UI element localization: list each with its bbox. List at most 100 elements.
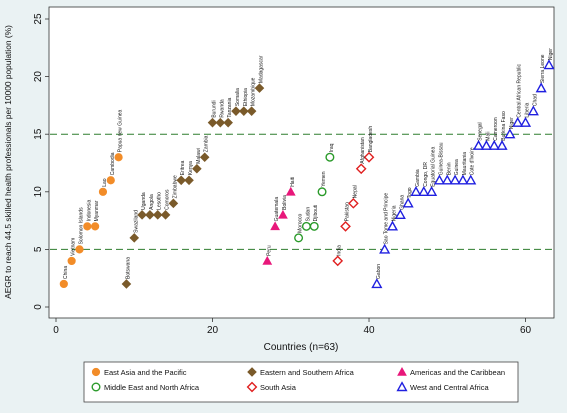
point-label: Lao xyxy=(102,178,108,187)
data-point xyxy=(91,222,100,231)
data-point xyxy=(270,221,280,231)
data-point xyxy=(67,256,76,266)
axes-group: 0 5 10 15 20 25 0 20 40 60 xyxy=(33,13,532,336)
data-point xyxy=(480,139,492,150)
data-point xyxy=(449,174,461,185)
point-label: Mozambique xyxy=(251,77,257,106)
data-point xyxy=(426,185,438,196)
point-label: Gabon xyxy=(376,264,382,279)
data-point xyxy=(488,139,500,150)
point-label: Solomon Islands xyxy=(78,207,84,244)
data-point xyxy=(75,245,84,254)
data-point xyxy=(363,151,375,163)
point-label: Gambia xyxy=(415,169,421,187)
legend-marker xyxy=(91,382,101,392)
data-point xyxy=(371,278,383,289)
point-label: Guinea xyxy=(454,159,460,175)
data-point xyxy=(340,221,351,232)
x-tick-label: 40 xyxy=(363,325,375,336)
point-label: Chad xyxy=(532,94,538,106)
legend-label: South Asia xyxy=(260,383,297,392)
point-label: Afghanistan xyxy=(360,137,366,164)
point-label: Yemen xyxy=(321,171,327,187)
point-label: Lesotho xyxy=(157,192,163,210)
y-tick-label: 0 xyxy=(33,304,44,310)
point-label: Djibouti xyxy=(313,205,319,222)
point-label: Vietnam xyxy=(71,238,77,256)
data-point xyxy=(418,185,430,196)
point-label: Madagascar xyxy=(258,55,264,83)
data-point xyxy=(325,152,335,162)
point-label: Bangladesh xyxy=(368,126,374,153)
data-point xyxy=(215,117,226,128)
legend-label: West and Central Africa xyxy=(410,383,489,392)
point-label: Zambia xyxy=(204,135,210,152)
data-point xyxy=(519,116,532,127)
data-point xyxy=(496,139,508,150)
legend-marker xyxy=(246,381,258,393)
point-label: Ethiopia xyxy=(243,88,249,106)
point-label: Cameroon xyxy=(493,117,499,141)
legend-marker xyxy=(247,367,257,377)
point-label: Iraq xyxy=(329,143,335,152)
data-point xyxy=(223,117,233,128)
point-label: Malawi xyxy=(196,148,202,164)
point-label: Guatemala xyxy=(274,197,280,222)
data-point xyxy=(199,152,210,163)
point-label: Somalia xyxy=(235,88,241,106)
data-point xyxy=(285,186,296,196)
point-label: Senegal xyxy=(478,122,484,140)
data-point xyxy=(457,174,469,185)
y-tick-label: 10 xyxy=(33,186,44,198)
data-point xyxy=(317,187,327,197)
data-point xyxy=(160,210,171,220)
data-point xyxy=(152,210,163,220)
data-point xyxy=(527,105,539,116)
data-point xyxy=(512,116,524,127)
data-point xyxy=(394,209,406,220)
point-label: Burundi xyxy=(212,100,218,117)
point-label: Zimbabwe xyxy=(172,175,178,198)
point-label: Benin xyxy=(446,162,452,175)
data-point xyxy=(231,106,241,116)
data-point xyxy=(473,139,485,150)
point-label: Sao Tome and Principe xyxy=(384,193,390,245)
legend: East Asia and the Pacific Eastern and Sou… xyxy=(91,367,505,393)
data-point xyxy=(59,279,68,289)
data-point xyxy=(106,176,115,185)
point-label: Botswana xyxy=(125,257,131,279)
data-point xyxy=(246,106,257,116)
point-label: Cote d'Ivoire xyxy=(470,147,476,175)
point-label: Rwanda xyxy=(219,99,225,118)
data-point xyxy=(386,220,399,231)
y-tick-label: 15 xyxy=(33,128,44,140)
point-label: Papua new Guinea xyxy=(118,109,124,152)
legend-label: Middle East and North Africa xyxy=(104,383,200,392)
point-label: China xyxy=(63,266,69,279)
point-label: Equatorial Guinea xyxy=(431,147,437,187)
data-point xyxy=(332,255,344,267)
x-axis-label: Countries (n=63) xyxy=(264,342,339,353)
data-point xyxy=(137,210,147,220)
point-label: Nepal xyxy=(352,185,358,198)
point-label: Tanzania xyxy=(227,97,233,117)
data-point xyxy=(168,198,179,209)
point-label: Burkina Faso xyxy=(501,111,507,141)
data-point xyxy=(184,175,194,186)
y-tick-label: 5 xyxy=(33,246,44,252)
data-point xyxy=(239,106,249,116)
point-label: Kenya xyxy=(188,161,194,175)
point-label: Comoros xyxy=(165,189,171,210)
legend-marker xyxy=(91,367,101,377)
data-point xyxy=(98,187,108,196)
data-point xyxy=(145,210,155,220)
point-label: Angola xyxy=(149,194,155,210)
point-label: Liberia xyxy=(525,102,531,117)
point-label: Morocco xyxy=(298,213,304,232)
point-label: Niger xyxy=(509,117,515,129)
reference-lines xyxy=(50,133,553,250)
data-point xyxy=(207,117,218,128)
y-tick-label: 25 xyxy=(33,13,44,25)
legend-label: East Asia and the Pacific xyxy=(104,368,187,377)
